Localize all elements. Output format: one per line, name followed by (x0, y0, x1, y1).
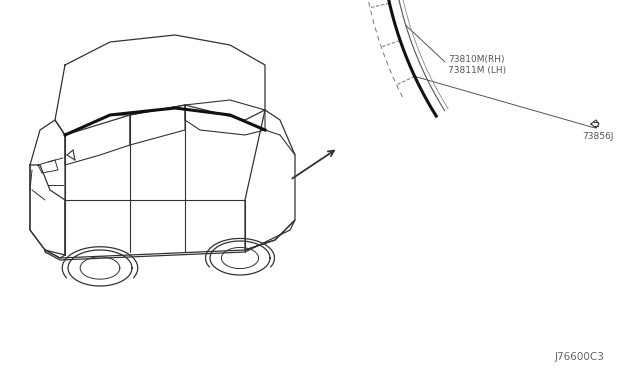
Text: 73810M(RH): 73810M(RH) (448, 55, 504, 64)
Text: J76600C3: J76600C3 (555, 352, 605, 362)
Text: 73856J: 73856J (582, 132, 613, 141)
Text: 73811M (LH): 73811M (LH) (448, 66, 506, 75)
